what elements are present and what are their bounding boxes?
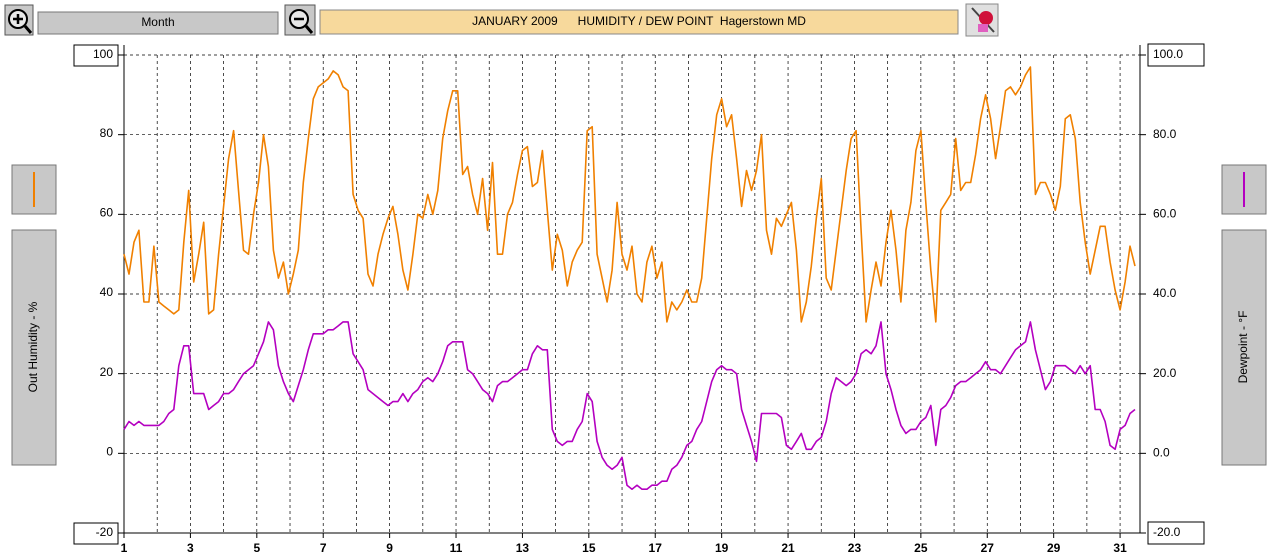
y-tick-label: 20 [100,365,114,379]
x-tick-label: 23 [848,541,862,555]
x-tick-label: 27 [981,541,995,555]
series-line [123,321,1136,490]
x-tick-label: 15 [582,541,596,555]
y2-tick-label: 100.0 [1153,47,1183,61]
period-label: Month [141,15,174,29]
x-tick-label: 11 [450,541,463,555]
title-bar [319,9,959,35]
period-button[interactable] [37,11,279,35]
x-tick-label: 5 [253,541,260,555]
x-tick-label: 3 [187,541,194,555]
zoom-out-button[interactable] [284,4,316,36]
chart-title: JANUARY 2009 HUMIDITY / DEW POINT Hagers… [472,14,806,28]
x-tick-label: 17 [649,541,663,555]
y2-tick-label: 0.0 [1153,446,1170,460]
y-tick-label: -20 [96,525,114,539]
axis-label-panel [1221,229,1267,466]
x-tick-label: 25 [914,541,928,555]
y-tick-label: 40 [100,285,114,299]
y-tick-label: 60 [100,206,114,220]
x-tick-label: 9 [386,541,393,555]
x-tick-label: 1 [121,541,128,555]
x-tick-label: 19 [715,541,729,555]
settings-icon[interactable] [965,3,999,37]
tick-label-box [1147,521,1205,545]
y2-axis-label: Dewpoint - °F [1236,311,1250,384]
x-tick-label: 21 [781,541,795,555]
y2-tick-label: 80.0 [1153,127,1177,141]
y2-tick-label: 40.0 [1153,286,1177,300]
x-tick-label: 29 [1047,541,1061,555]
series-line [123,66,1136,323]
tick-label-box [1147,43,1205,67]
y-tick-label: 100 [93,47,113,61]
y-tick-label: 80 [100,126,114,140]
zoom-in-button[interactable] [4,4,34,36]
x-tick-label: 31 [1113,541,1127,555]
axis-label-panel [11,229,57,466]
y2-tick-label: 20.0 [1153,366,1177,380]
y-axis-label: Out Humidity - % [26,301,40,392]
y2-tick-label: -20.0 [1153,525,1181,539]
x-tick-label: 13 [516,541,530,555]
y-tick-label: 0 [106,445,113,459]
x-tick-label: 7 [320,541,327,555]
y2-tick-label: 60.0 [1153,207,1177,221]
